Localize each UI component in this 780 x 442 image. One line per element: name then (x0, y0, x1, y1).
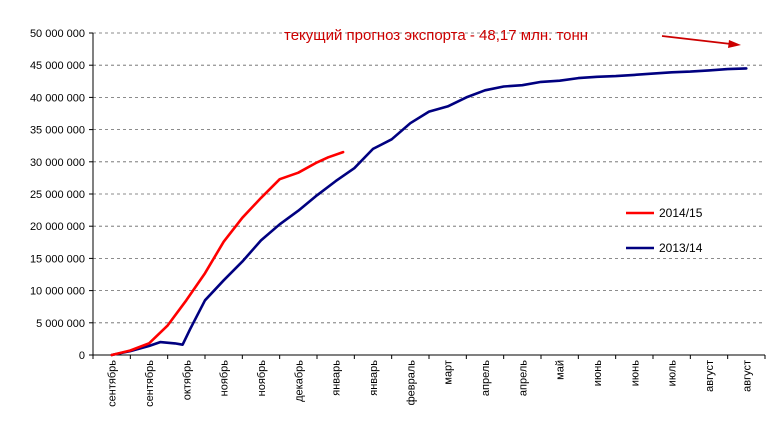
forecast-annotation-text: текущий прогноз экспорта - 48,17 млн. то… (284, 27, 588, 44)
forecast-arrow-head (728, 40, 741, 48)
x-tick-label: март (443, 360, 455, 385)
y-tick-label: 25 000 000 (30, 189, 85, 201)
series-line-2013-14 (110, 67, 748, 357)
series-lines (110, 67, 748, 357)
x-tick-label: июль (667, 360, 679, 387)
y-tick-labels: 0 5 000 000 10 000 000 15 000 000 20 000 000… (30, 28, 85, 362)
x-tick-label: июнь (629, 360, 641, 386)
y-tick-label: 5 000 000 (36, 318, 85, 330)
y-tick-label: 35 000 000 (30, 125, 85, 137)
forecast-arrow-line (661, 35, 732, 45)
x-tick-label: ноябрь (219, 360, 231, 397)
x-tick-label: октябрь (181, 360, 193, 400)
y-tick-label: 50 000 000 (30, 28, 85, 40)
legend: 2014/15 2013/14 (626, 206, 703, 255)
gridlines (89, 32, 765, 356)
x-tick-label: декабрь (293, 360, 305, 402)
legend-label-2013-14: 2013/14 (659, 241, 703, 255)
x-tick-label: январь (368, 360, 380, 396)
x-tick-label: ноябрь (256, 360, 268, 397)
x-tick-label: июнь (592, 360, 604, 386)
series-line-2014-15 (110, 150, 345, 357)
x-tick-label: февраль (405, 360, 417, 406)
forecast-annotation: текущий прогноз экспорта - 48,17 млн. то… (284, 27, 741, 48)
y-tick-label: 20 000 000 (30, 221, 85, 233)
y-tick-label: 45 000 000 (30, 60, 85, 72)
y-tick-label: 10 000 000 (30, 286, 85, 298)
x-tick-label: апрель (480, 360, 492, 396)
legend-label-2014-15: 2014/15 (659, 206, 703, 220)
x-tick-label: май (555, 360, 567, 380)
x-tick-label: сентябрь (144, 360, 156, 407)
x-tick-label: август (741, 360, 753, 392)
x-tick-labels: сентябрь сентябрь октябрь ноябрь ноябрь декаб… (92, 355, 766, 407)
y-tick-label: 0 (79, 350, 85, 362)
x-tick-label: апрель (517, 360, 529, 396)
x-tick-label: январь (331, 360, 343, 396)
y-tick-label: 40 000 000 (30, 92, 85, 104)
x-tick-label: август (704, 360, 716, 392)
y-tick-label: 15 000 000 (30, 253, 85, 265)
x-tick-label: сентябрь (107, 360, 119, 407)
y-tick-label: 30 000 000 (30, 157, 85, 169)
